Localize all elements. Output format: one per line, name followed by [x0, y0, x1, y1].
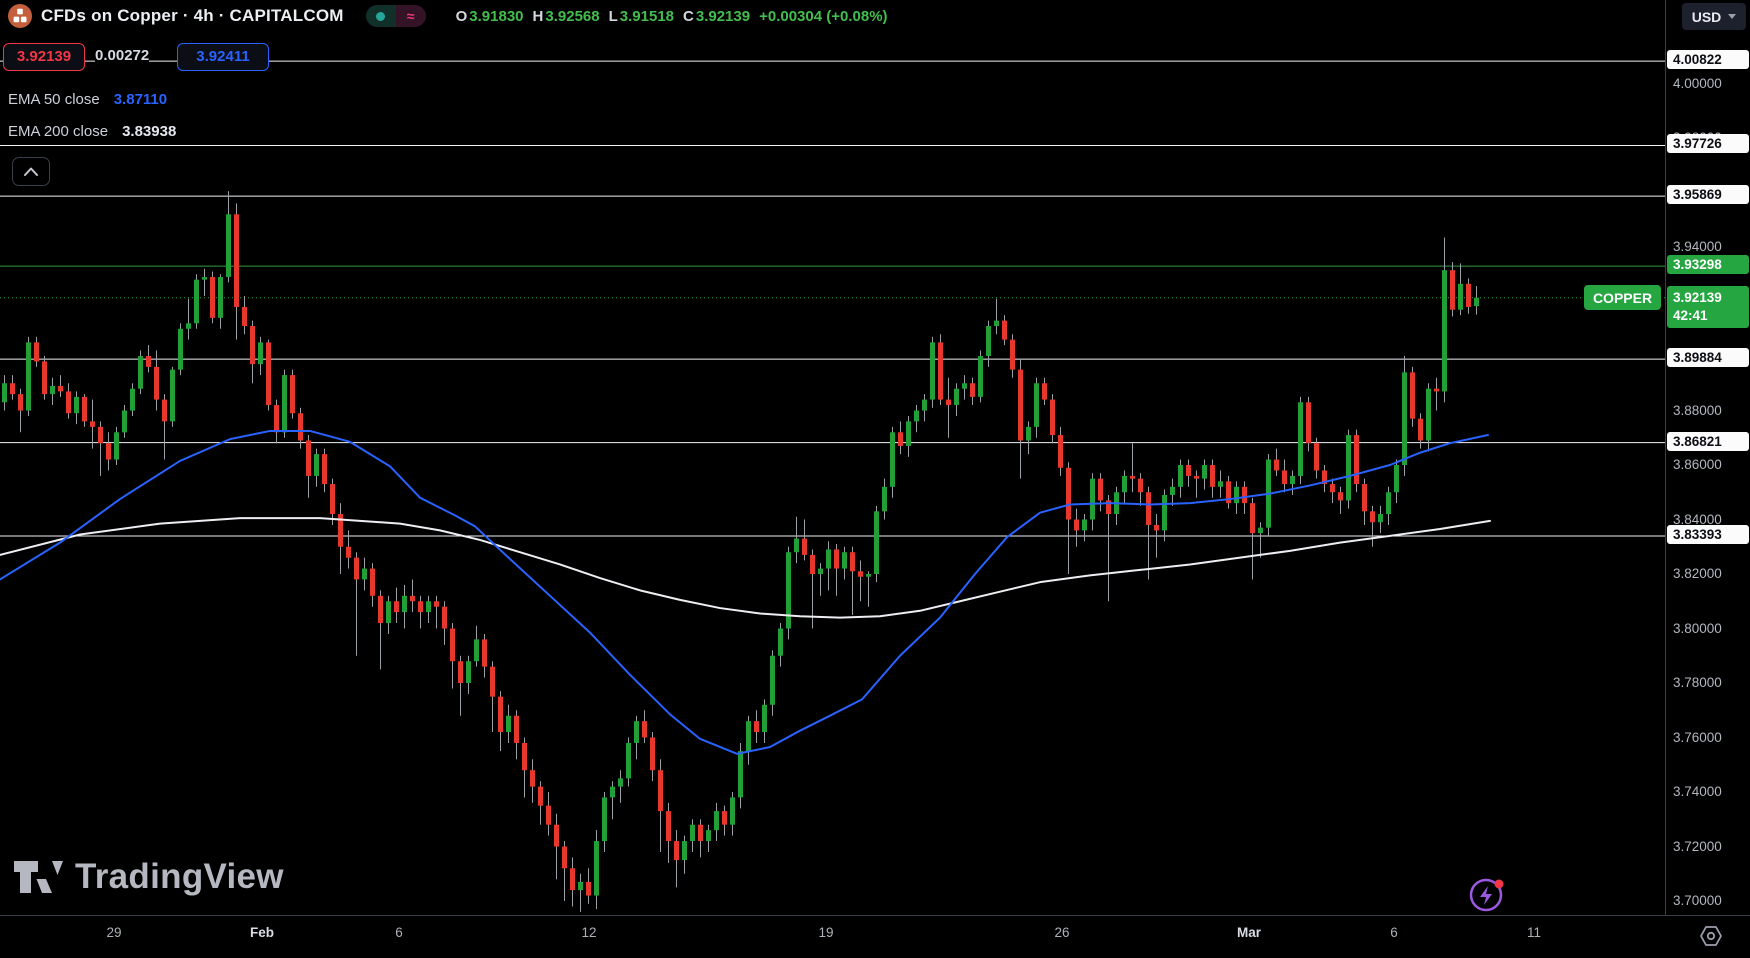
price-level-badge: 3.97726 [1667, 134, 1749, 154]
price-axis-label: 3.74000 [1673, 784, 1722, 799]
chart-header: CFDs on Copper · 4h · CAPITALCOM ≈ O 3.9… [0, 0, 888, 32]
price-axis-label: 3.70000 [1673, 893, 1722, 908]
low-value: 3.91518 [619, 7, 675, 25]
ema-line-ema200 [0, 517, 1491, 619]
price-axis-label: 3.78000 [1673, 675, 1722, 690]
low-label: L [608, 7, 618, 25]
price-level-badge: 3.86821 [1667, 431, 1749, 451]
candlestick-series [2, 191, 1479, 912]
time-axis-label: 29 [106, 925, 122, 940]
high-label: H [532, 7, 544, 25]
indicator-row-ema200[interactable]: EMA 200 close 3.83938 [8, 123, 176, 140]
spark-lightning-icon[interactable] [1468, 875, 1506, 913]
time-axis-label: 11 [1526, 925, 1541, 940]
price-axis[interactable]: 4.000003.980003.960003.940003.920003.900… [1666, 0, 1750, 915]
price-axis-label: 4.00000 [1673, 75, 1722, 91]
position-spread-value: 0.00272 [95, 46, 150, 66]
chevron-down-icon [1728, 14, 1737, 19]
time-axis-label: 26 [1054, 925, 1070, 940]
price-axis-label: 3.88000 [1673, 402, 1722, 418]
position-sell-price-box[interactable]: 3.92139 [3, 43, 85, 71]
close-label: C [683, 7, 694, 25]
currency-label: USD [1691, 8, 1722, 25]
delayed-data-wave-icon: ≈ [395, 5, 426, 27]
market-open-dot-icon [365, 5, 396, 27]
time-axis-label: 6 [395, 925, 403, 940]
price-axis-label: 3.72000 [1673, 838, 1722, 854]
tradingview-watermark: TradingView [12, 855, 284, 899]
indicator-label: EMA 200 close [8, 123, 109, 140]
time-axis[interactable]: 29 Feb 6 12 19 26 Mar 6 11 [0, 916, 1750, 958]
copper-symbol-icon [8, 4, 32, 28]
watermark-text: TradingView [75, 857, 284, 896]
price-axis-label: 3.80000 [1673, 620, 1722, 636]
open-label: O [455, 7, 468, 25]
open-value: 3.91830 [469, 7, 524, 25]
price-level-badge: 4.00822 [1667, 50, 1749, 70]
current-price: 3.92139 [1673, 289, 1722, 305]
time-axis-label: 6 [1390, 925, 1398, 940]
change-value: +0.00304 (+0.08%) [759, 7, 888, 25]
price-axis-label: 3.76000 [1673, 729, 1722, 745]
time-axis-border [0, 915, 1750, 916]
time-axis-label: 12 [581, 925, 597, 940]
indicator-row-ema50[interactable]: EMA 50 close 3.87110 [8, 91, 167, 108]
current-price-badge: 3.92139 42:41 [1667, 285, 1749, 328]
timezone-hexagon-icon[interactable] [1698, 923, 1724, 949]
time-axis-label: Mar [1236, 925, 1261, 940]
notification-dot [1494, 879, 1504, 889]
price-axis-label: 3.84000 [1673, 511, 1722, 527]
indicator-label: EMA 50 close [8, 91, 100, 108]
instrument-price-label: COPPER [1584, 285, 1661, 311]
indicator-value: 3.87110 [113, 91, 168, 108]
bar-countdown: 42:41 [1673, 307, 1708, 323]
symbol-title[interactable]: CFDs on Copper · 4h · CAPITALCOM [41, 6, 344, 25]
tradingview-logo-icon [14, 861, 63, 893]
time-axis-label: Feb [249, 925, 274, 940]
close-value: 3.92139 [695, 7, 751, 25]
chevron-up-icon [24, 167, 38, 176]
chart-plot-area[interactable] [0, 0, 1666, 915]
alert-price-badge: 3.93298 [1667, 255, 1749, 275]
price-level-badge: 3.95869 [1667, 185, 1749, 205]
price-axis-border [1665, 0, 1666, 958]
ema-line-ema50 [0, 429, 1489, 755]
price-level-badge: 3.89884 [1667, 348, 1749, 368]
high-value: 3.92568 [545, 7, 600, 25]
market-status-toggle[interactable]: ≈ [365, 5, 426, 27]
price-axis-label: 3.94000 [1673, 239, 1722, 254]
legend-collapse-button[interactable] [12, 157, 50, 186]
ohlc-readout: O 3.91830 H 3.92568 L 3.91518 C 3.92139 … [456, 8, 888, 25]
price-axis-label: 3.86000 [1673, 457, 1722, 472]
time-axis-label: 19 [818, 925, 834, 940]
price-level-badge: 3.83393 [1667, 525, 1749, 545]
indicator-value: 3.83938 [122, 123, 177, 140]
currency-selector[interactable]: USD [1682, 3, 1746, 30]
position-buy-price-box[interactable]: 3.92411 [177, 43, 269, 71]
price-axis-label: 3.82000 [1673, 566, 1722, 581]
